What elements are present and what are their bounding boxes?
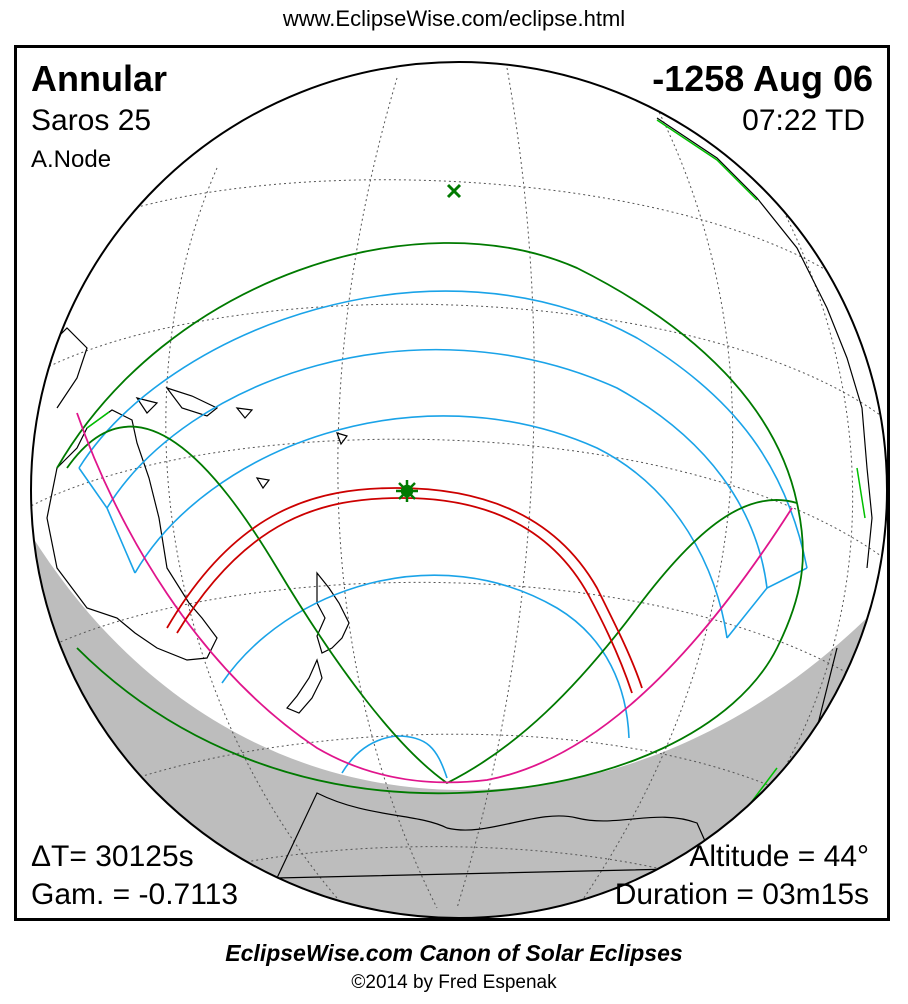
night-shade (31, 528, 887, 918)
rise-set-curve (76, 412, 793, 784)
subsolar-point-marker (446, 183, 462, 199)
eclipse-date: -1258 Aug 06 (652, 58, 873, 99)
central-duration: Duration = 03m15s (614, 878, 869, 911)
saros-number: Saros 25 (31, 104, 152, 137)
gamma-value: Gam. = -0.7113 (31, 878, 239, 911)
delta-t: ΔT= 30125s (31, 840, 194, 873)
eclipse-map-frame: Annular -1258 Aug 06 Saros 25 07:22 TD A… (14, 45, 890, 921)
node-label: A.Node (31, 146, 112, 173)
sun-altitude: Altitude = 44° (689, 840, 869, 873)
greatest-eclipse-marker (396, 480, 418, 502)
eclipse-globe-map (30, 61, 887, 918)
copyright: ©2014 by Fred Espenak (351, 972, 557, 993)
eclipse-type: Annular (31, 58, 168, 99)
canon-title: EclipseWise.com Canon of Solar Eclipses (225, 940, 683, 966)
penumbral-limits (56, 242, 804, 795)
source-url: www.EclipseWise.com/eclipse.html (282, 6, 626, 31)
eclipse-time: 07:22 TD (742, 104, 865, 137)
magnitude-lines (78, 290, 808, 779)
globe-disk (31, 62, 887, 918)
globe-outline (30, 61, 887, 918)
central-path (166, 487, 643, 694)
graticule (31, 67, 887, 909)
